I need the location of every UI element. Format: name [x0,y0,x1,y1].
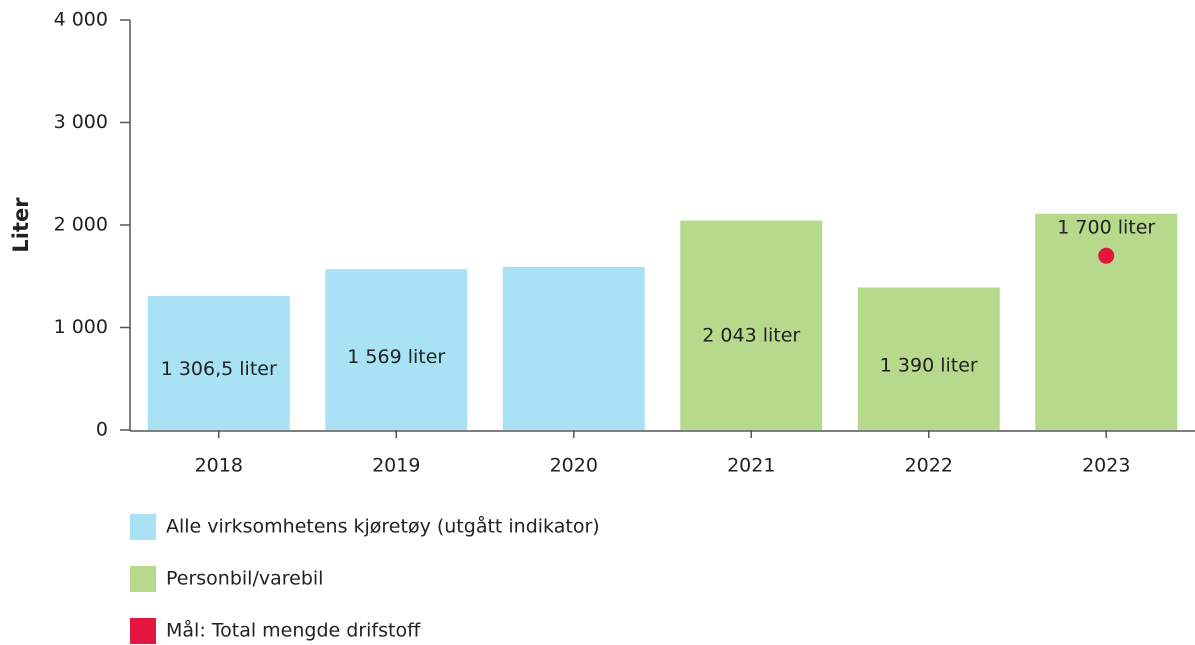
x-tick-label: 2023 [1082,455,1130,477]
bar [502,267,645,430]
legend-label: Mål: Total mengde drifstoff [166,619,421,642]
value-label: 1 306,5 liter [161,358,277,380]
y-tick-label: 3 000 [54,111,108,133]
legend-swatch [130,514,156,540]
legend-label: Personbil/varebil [166,568,323,590]
x-tick-label: 2021 [727,455,775,477]
value-label: 1 390 liter [880,354,978,376]
value-label: 1 700 liter [1057,216,1155,238]
y-tick-label: 1 000 [54,316,108,338]
value-label: 2 043 liter [702,324,800,346]
value-label: 1 569 liter [347,346,445,368]
bar [325,269,468,430]
x-tick-label: 2022 [905,455,953,477]
legend-swatch [130,618,156,644]
bar [1035,213,1178,430]
target-point [1098,247,1115,264]
bar [680,220,823,430]
bar [147,296,290,430]
legend-swatch [130,566,156,592]
y-axis-label: Liter [9,197,33,253]
y-tick-label: 0 [96,419,108,441]
x-tick-label: 2020 [550,455,598,477]
y-tick-label: 2 000 [54,214,108,236]
bar [857,287,1000,430]
legend-label: Alle virksomhetens kjøretøy (utgått indi… [166,515,600,538]
x-tick-label: 2019 [372,455,420,477]
x-tick-label: 2018 [195,455,243,477]
y-tick-label: 4 000 [54,9,108,31]
